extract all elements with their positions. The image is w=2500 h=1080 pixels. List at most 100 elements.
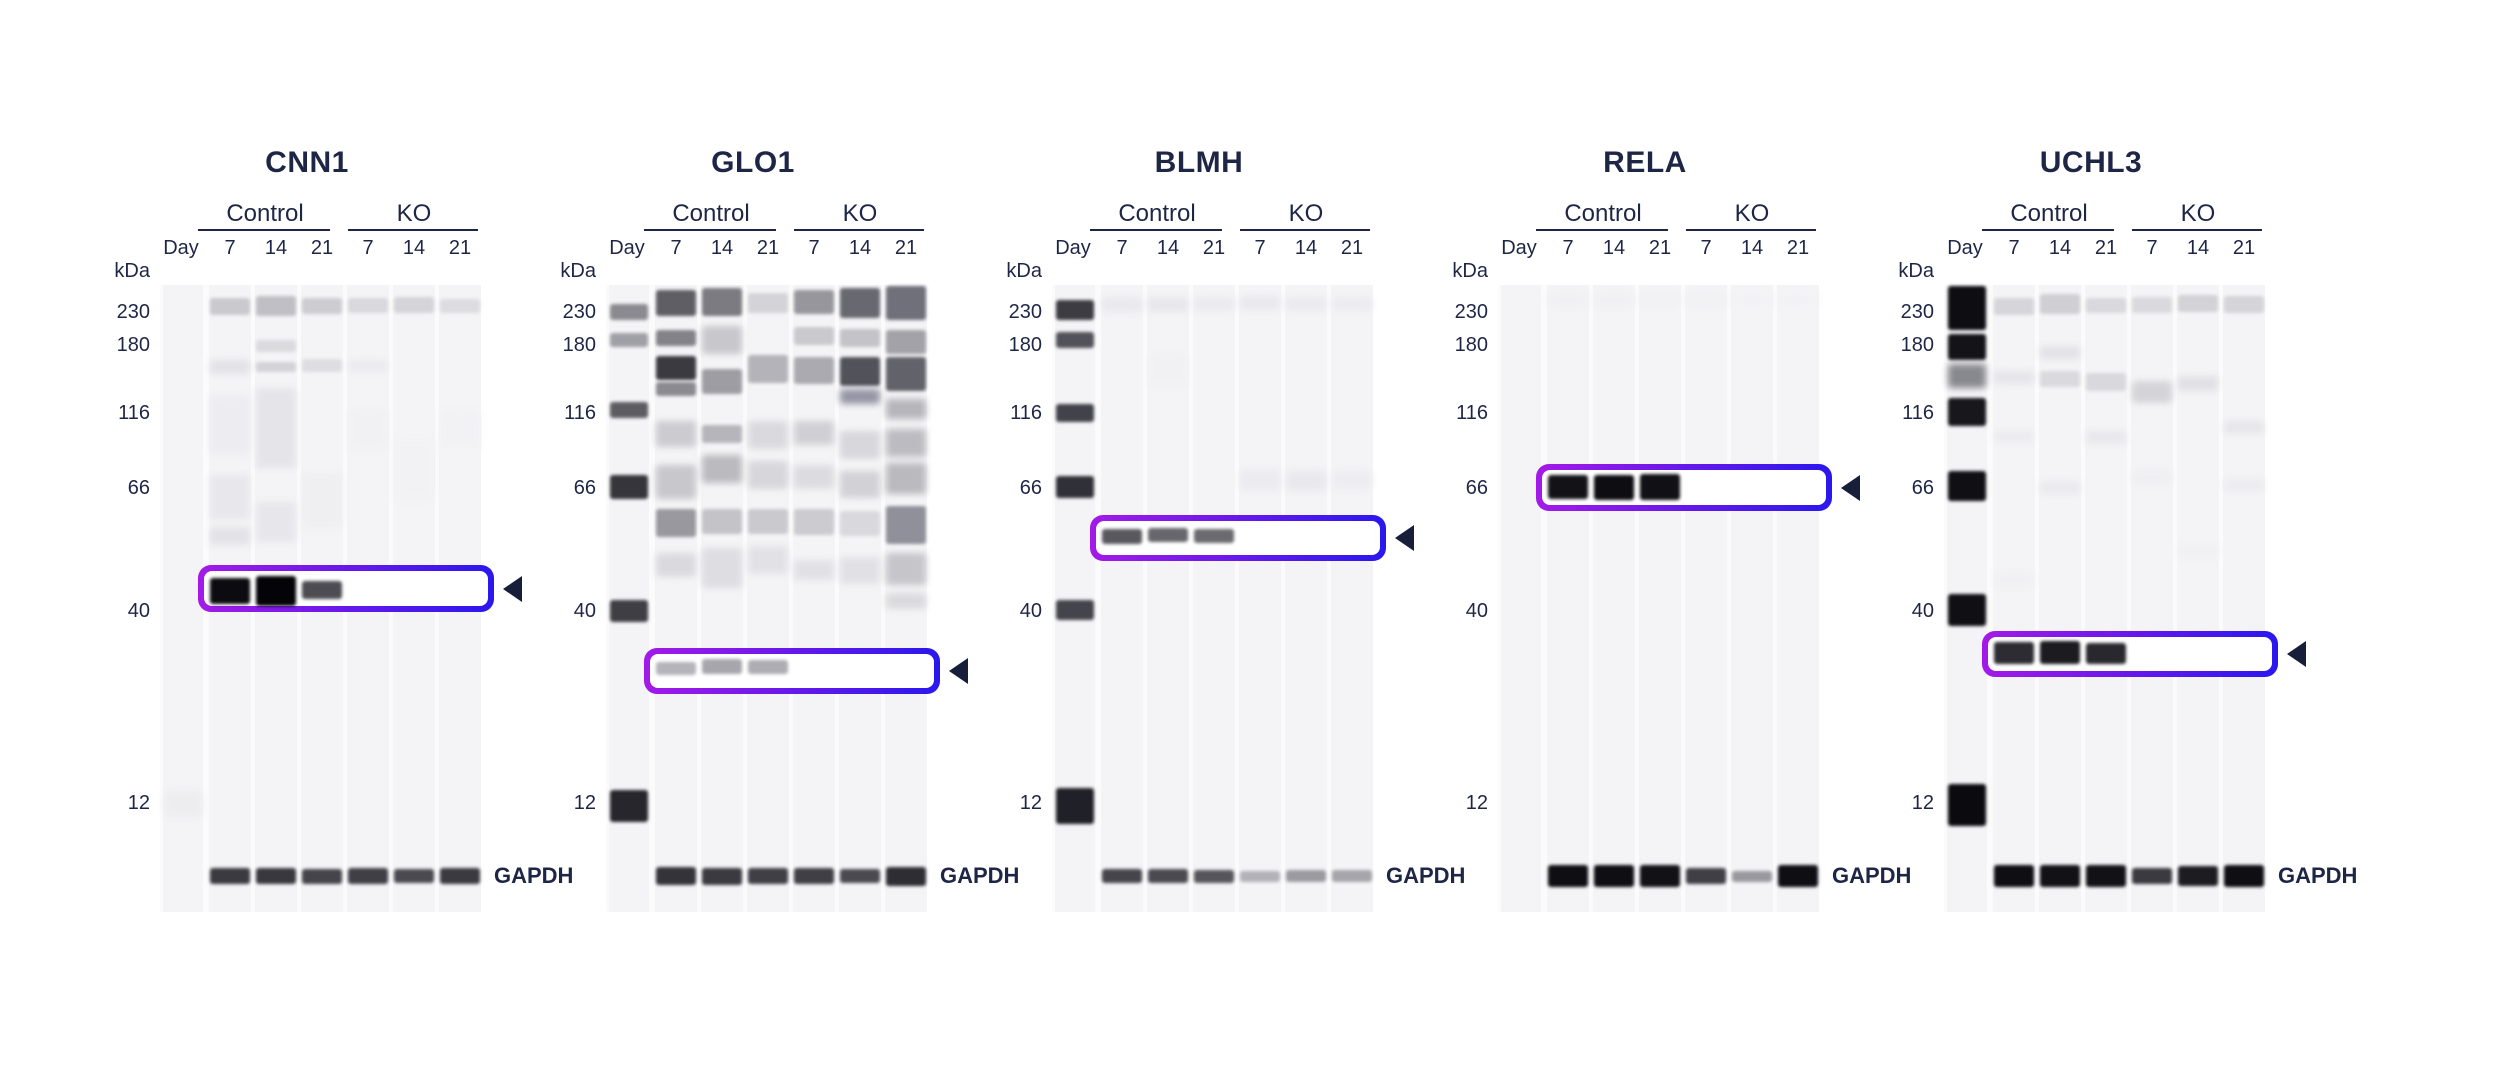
kda-marker-label: 66 xyxy=(1911,477,1934,499)
gapdh-band xyxy=(1778,865,1818,887)
sample-lane xyxy=(1147,285,1189,912)
group-label-control: Control xyxy=(672,200,750,227)
protein-band xyxy=(1548,293,1588,307)
group-label-control: Control xyxy=(2010,200,2088,227)
ladder-band xyxy=(1948,398,1986,426)
gapdh-band xyxy=(1286,870,1326,882)
kda-marker-label: 230 xyxy=(1454,301,1488,323)
gapdh-band xyxy=(1640,865,1680,887)
target-band xyxy=(1194,529,1234,543)
ladder-band xyxy=(1948,594,1986,626)
day-number: 14 xyxy=(1294,237,1318,259)
protein-band xyxy=(394,440,434,500)
kda-unit-label: kDa xyxy=(1006,260,1042,282)
ladder-band xyxy=(1056,788,1094,824)
protein-band xyxy=(702,548,742,588)
protein-band xyxy=(886,286,926,320)
ladder-band xyxy=(610,333,648,347)
target-arrowhead-icon xyxy=(2287,641,2306,667)
ladder-band xyxy=(1948,784,1986,826)
highlight-box-inner xyxy=(1096,521,1380,555)
day-number: 7 xyxy=(224,237,236,259)
protein-band xyxy=(1778,293,1818,307)
protein-band xyxy=(748,461,788,489)
kda-marker-label: 66 xyxy=(1019,477,1042,499)
protein-band xyxy=(348,360,388,372)
group-underline xyxy=(2132,229,2262,231)
group-label-ko: KO xyxy=(1288,200,1324,227)
protein-band xyxy=(394,297,434,313)
day-number: 14 xyxy=(1602,237,1626,259)
target-arrowhead-icon xyxy=(1841,474,1860,501)
protein-band xyxy=(1994,370,2034,384)
group-label-control: Control xyxy=(1564,200,1642,227)
protein-band xyxy=(656,330,696,346)
gapdh-band xyxy=(840,869,880,883)
panel-title: RELA xyxy=(1603,146,1687,179)
ladder-band xyxy=(1056,404,1094,422)
group-label-ko: KO xyxy=(2180,200,2216,227)
day-number: 14 xyxy=(2186,237,2210,259)
highlight-box xyxy=(198,565,494,612)
target-band xyxy=(302,581,342,599)
protein-band xyxy=(2178,545,2218,557)
sample-lane xyxy=(1547,285,1589,912)
kda-marker-label: 12 xyxy=(1911,792,1934,814)
kda-marker-label: 180 xyxy=(116,334,150,356)
gapdh-band xyxy=(2086,865,2126,887)
gapdh-band xyxy=(394,869,434,883)
marker-lane xyxy=(1501,285,1541,912)
protein-band xyxy=(1332,471,1372,489)
sample-lane xyxy=(1285,285,1327,912)
sample-lane xyxy=(1993,285,2035,912)
day-number: 21 xyxy=(1340,237,1364,259)
group-underline xyxy=(348,229,478,231)
highlight-box xyxy=(644,648,940,694)
sample-lane xyxy=(793,285,835,912)
protein-band xyxy=(840,470,880,498)
protein-band xyxy=(2224,420,2264,434)
day-number: 7 xyxy=(2146,237,2158,259)
day-number: 7 xyxy=(1254,237,1266,259)
panel-title: UCHL3 xyxy=(2039,146,2143,179)
ladder-band xyxy=(1056,600,1094,620)
day-label: Day xyxy=(1501,237,1537,259)
gapdh-band xyxy=(702,867,742,885)
highlight-box xyxy=(1536,464,1832,511)
day-number: 7 xyxy=(1700,237,1712,259)
blot-area xyxy=(1498,285,1819,912)
protein-band xyxy=(656,553,696,577)
kda-marker-label: 180 xyxy=(1900,334,1934,356)
protein-band xyxy=(2132,470,2172,484)
protein-band xyxy=(256,388,296,468)
group-underline xyxy=(644,229,776,231)
kda-unit-label: kDa xyxy=(1898,260,1934,282)
kda-marker-label: 230 xyxy=(1008,301,1042,323)
protein-band xyxy=(210,360,250,374)
protein-band xyxy=(794,509,834,535)
sample-lane xyxy=(1239,285,1281,912)
protein-band xyxy=(1102,296,1142,312)
protein-band xyxy=(256,340,296,352)
ladder-band xyxy=(1948,286,1986,330)
blot-area xyxy=(1944,285,2265,912)
protein-band xyxy=(1640,293,1680,307)
gapdh-label: GAPDH xyxy=(1386,863,1466,888)
protein-band xyxy=(794,356,834,384)
kda-marker-label: 180 xyxy=(562,334,596,356)
day-number: 7 xyxy=(1562,237,1574,259)
protein-band xyxy=(886,399,926,419)
sample-lane xyxy=(1639,285,1681,912)
day-number: 21 xyxy=(894,237,918,259)
group-underline xyxy=(1536,229,1668,231)
day-number: 21 xyxy=(756,237,780,259)
kda-marker-label: 230 xyxy=(1900,301,1934,323)
highlight-box xyxy=(1982,631,2278,677)
protein-band xyxy=(794,327,834,345)
panel-title: GLO1 xyxy=(711,146,795,179)
day-number: 7 xyxy=(2008,237,2020,259)
sample-lane xyxy=(1593,285,1635,912)
gapdh-band xyxy=(2224,865,2264,887)
gapdh-band xyxy=(1148,869,1188,883)
